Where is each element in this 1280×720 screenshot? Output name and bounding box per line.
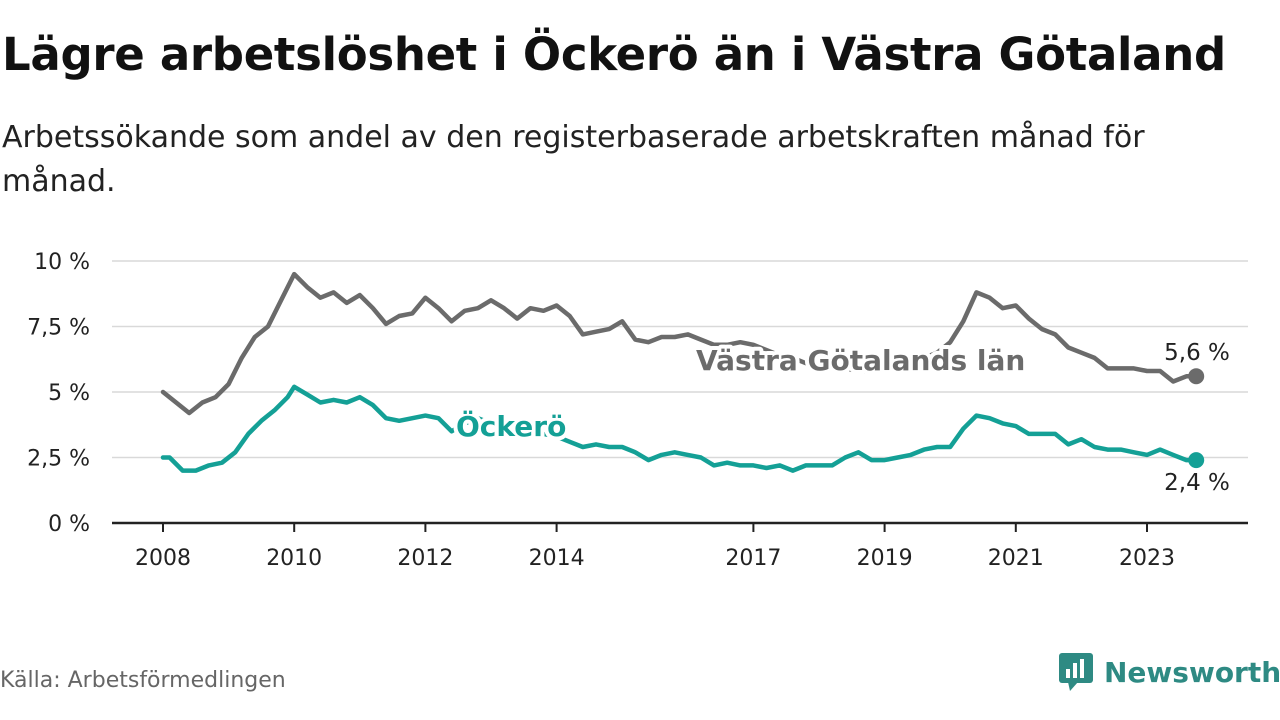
x-tick-label: 2019 bbox=[857, 546, 913, 571]
brand-logo[interactable]: Newsworthy bbox=[1058, 652, 1280, 692]
x-tick-label: 2021 bbox=[988, 546, 1044, 571]
page-title: Lägre arbetslöshet i Öckerö än i Västra … bbox=[2, 28, 1226, 81]
source-note: Källa: Arbetsförmedlingen bbox=[0, 668, 286, 693]
series-label-municipality-halo: Öckerö bbox=[456, 409, 566, 443]
x-tick-label: 2010 bbox=[266, 546, 322, 571]
x-tick-label: 2023 bbox=[1119, 546, 1175, 571]
series-label-municipality: Öckerö bbox=[456, 409, 566, 443]
y-tick-label: 7,5 % bbox=[27, 316, 90, 341]
end-value-label-region: 5,6 % bbox=[1164, 340, 1230, 366]
brand-name: Newsworthy bbox=[1104, 655, 1280, 689]
series-endpoint-0 bbox=[1188, 368, 1205, 385]
y-tick-label: 0 % bbox=[48, 512, 90, 537]
series-label-region-halo: Västra Götalands län bbox=[696, 344, 1025, 377]
x-tick-label: 2008 bbox=[135, 546, 191, 571]
newsworthy-chart-bubble-icon bbox=[1059, 653, 1093, 691]
y-tick-label: 5 % bbox=[48, 381, 90, 406]
x-tick-label: 2014 bbox=[529, 546, 585, 571]
end-value-label-municipality: 2,4 % bbox=[1164, 470, 1230, 496]
page-subtitle: Arbetssökande som andel av den registerb… bbox=[2, 120, 1145, 199]
series-label-region: Västra Götalands län bbox=[696, 344, 1025, 377]
x-tick-label: 2017 bbox=[725, 546, 781, 571]
series-line-1 bbox=[160, 384, 1199, 473]
x-tick-label: 2012 bbox=[397, 546, 453, 571]
series-endpoint-1 bbox=[1188, 452, 1205, 469]
series-line-0 bbox=[160, 271, 1199, 416]
y-tick-label: 10 % bbox=[34, 250, 90, 275]
y-tick-label: 2,5 % bbox=[27, 447, 90, 472]
